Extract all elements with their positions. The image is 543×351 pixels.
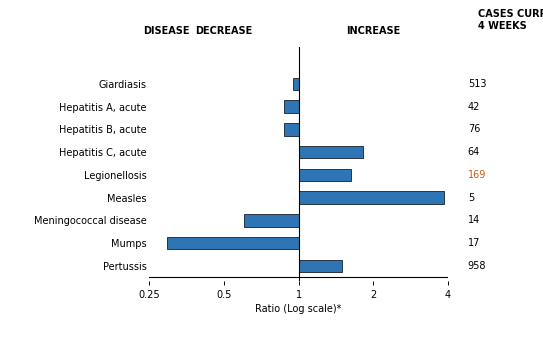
Text: 64: 64 <box>468 147 480 157</box>
Text: DECREASE: DECREASE <box>195 26 252 36</box>
Text: 14: 14 <box>468 216 480 225</box>
Bar <box>299 191 444 204</box>
Bar <box>299 260 342 272</box>
Bar <box>299 168 351 181</box>
Bar <box>244 214 299 227</box>
Bar <box>283 123 299 135</box>
Text: 958: 958 <box>468 261 487 271</box>
Text: 513: 513 <box>468 79 487 89</box>
Text: 169: 169 <box>468 170 486 180</box>
X-axis label: Ratio (Log scale)*: Ratio (Log scale)* <box>255 304 342 314</box>
Text: 17: 17 <box>468 238 480 248</box>
Bar <box>299 146 363 158</box>
Bar <box>293 78 299 90</box>
Text: 42: 42 <box>468 101 480 112</box>
Text: INCREASE: INCREASE <box>346 26 400 36</box>
Text: DISEASE: DISEASE <box>143 26 190 36</box>
Text: 76: 76 <box>468 124 480 134</box>
Bar <box>167 237 299 250</box>
Bar <box>285 100 299 113</box>
Text: 5: 5 <box>468 193 474 203</box>
Text: CASES CURRENT
4 WEEKS: CASES CURRENT 4 WEEKS <box>478 9 543 31</box>
